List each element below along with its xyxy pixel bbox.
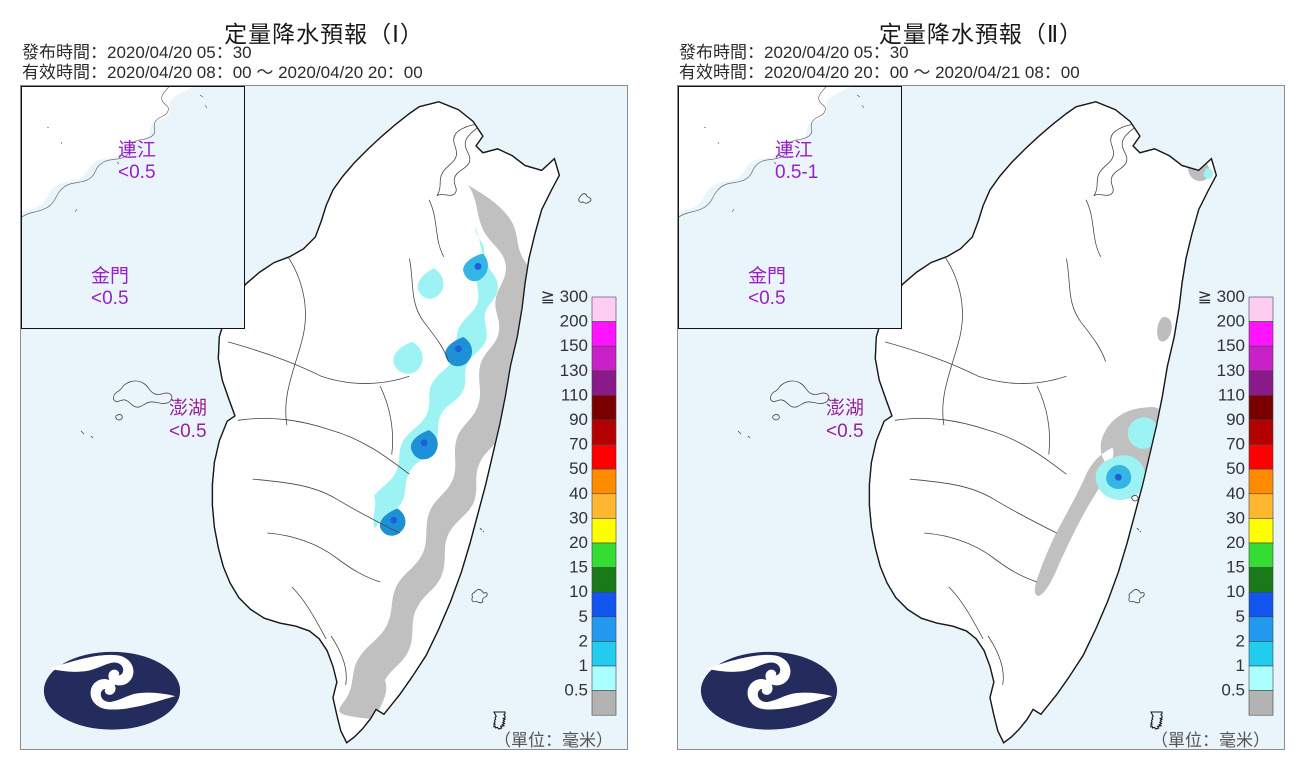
svg-text:澎湖: 澎湖 — [169, 397, 207, 419]
svg-text:90: 90 — [1226, 410, 1245, 429]
svg-text:（單位：毫米）: （單位：毫米） — [1151, 731, 1270, 750]
svg-text:20: 20 — [1226, 533, 1245, 552]
svg-text:150: 150 — [560, 336, 588, 355]
svg-text:10: 10 — [569, 582, 588, 601]
svg-text:0.5: 0.5 — [1221, 681, 1245, 700]
svg-text:5: 5 — [579, 607, 588, 626]
svg-text:200: 200 — [560, 312, 588, 331]
svg-text:40: 40 — [1226, 484, 1245, 503]
svg-text:130: 130 — [560, 361, 588, 380]
svg-text:110: 110 — [1218, 385, 1245, 404]
svg-text:30: 30 — [569, 508, 588, 527]
svg-text:15: 15 — [1226, 558, 1245, 577]
svg-text:（單位：毫米）: （單位：毫米） — [494, 731, 613, 750]
svg-text:15: 15 — [569, 558, 588, 577]
svg-text:150: 150 — [1217, 336, 1245, 355]
svg-text:0.5: 0.5 — [564, 681, 588, 700]
svg-text:2: 2 — [579, 631, 588, 650]
svg-text:5: 5 — [1236, 607, 1245, 626]
svg-text:澎湖: 澎湖 — [826, 397, 864, 419]
svg-text:40: 40 — [569, 484, 588, 503]
svg-text:1: 1 — [1236, 656, 1245, 675]
svg-text:90: 90 — [569, 410, 588, 429]
svg-text:10: 10 — [1226, 582, 1245, 601]
svg-text:50: 50 — [1226, 459, 1245, 478]
svg-text:≧ 300: ≧ 300 — [541, 287, 588, 306]
svg-text:<0.5: <0.5 — [169, 421, 207, 442]
svg-text:130: 130 — [1217, 361, 1245, 380]
svg-text:<0.5: <0.5 — [826, 421, 864, 442]
svg-text:30: 30 — [1226, 508, 1245, 527]
svg-text:≧ 300: ≧ 300 — [1198, 287, 1245, 306]
svg-text:20: 20 — [569, 533, 588, 552]
svg-text:1: 1 — [579, 656, 588, 675]
svg-text:70: 70 — [569, 435, 588, 454]
svg-text:110: 110 — [561, 385, 588, 404]
svg-text:70: 70 — [1226, 435, 1245, 454]
svg-text:50: 50 — [569, 459, 588, 478]
svg-text:200: 200 — [1217, 312, 1245, 331]
svg-text:2: 2 — [1236, 631, 1245, 650]
